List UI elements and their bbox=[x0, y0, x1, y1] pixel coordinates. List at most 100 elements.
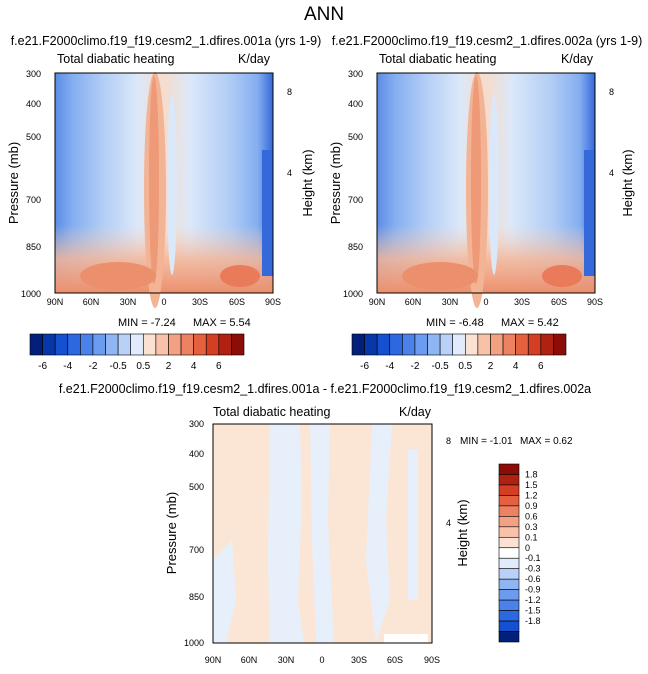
colorbar-label: -0.9 bbox=[525, 585, 541, 595]
colorbar-label: -6 bbox=[38, 361, 47, 372]
max-value: MAX = 5.42 bbox=[501, 317, 559, 329]
y-tick: 500 bbox=[26, 132, 41, 142]
max-value: MAX = 5.54 bbox=[193, 317, 251, 329]
colorbar-cell bbox=[180, 333, 194, 356]
y-axis-label-right: Height (km) bbox=[620, 149, 635, 216]
colorbar-label: -6 bbox=[360, 361, 369, 372]
colorbar-cell bbox=[351, 333, 365, 356]
colorbar-1: -6 -4 -2 -0.5 0.5 2 4 6 bbox=[29, 333, 245, 372]
y-tick: 850 bbox=[26, 242, 41, 252]
colorbar-label: 0.5 bbox=[458, 361, 472, 372]
colorbar-cell bbox=[414, 333, 428, 356]
colorbar-label: 6 bbox=[216, 361, 222, 372]
y-tick: 1000 bbox=[343, 289, 363, 299]
x-tick: 60N bbox=[241, 655, 258, 665]
y-tick: 300 bbox=[26, 69, 41, 79]
colorbar-label: -2 bbox=[410, 361, 419, 372]
colorbar-label: -4 bbox=[385, 361, 394, 372]
colorbar-cell bbox=[439, 333, 454, 356]
x-tick: 30N bbox=[278, 655, 295, 665]
y-ticks-left: 300 400 500 700 850 1000 bbox=[21, 69, 41, 299]
colorbar-label: 2 bbox=[166, 361, 172, 372]
y-axis-label: Pressure (mb) bbox=[164, 492, 179, 574]
y-right-tick: 4 bbox=[609, 168, 614, 178]
colorbar-cell bbox=[498, 557, 520, 570]
colorbar-label: -0.3 bbox=[525, 564, 541, 574]
colorbar-3: 1.81.51.20.90.60.30.10-0.1-0.3-0.6-0.9-1… bbox=[498, 463, 541, 643]
x-tick: 30S bbox=[192, 297, 208, 307]
x-tick: 30S bbox=[514, 297, 530, 307]
x-tick: 60S bbox=[387, 655, 403, 665]
y-right-tick: 8 bbox=[287, 87, 292, 97]
subtitle-left: Total diabatic heating bbox=[379, 52, 496, 66]
colorbar-cell bbox=[142, 333, 157, 356]
y-right-tick: 4 bbox=[287, 168, 292, 178]
colorbar-cell bbox=[502, 333, 516, 356]
colorbar-label: 0.3 bbox=[525, 522, 538, 532]
subtitle-right: K/day bbox=[238, 52, 271, 66]
subtitle-left: Total diabatic heating bbox=[213, 405, 330, 419]
colorbar-cell bbox=[490, 333, 504, 356]
colorbar-cell bbox=[498, 536, 520, 549]
colorbar-cell bbox=[498, 599, 520, 611]
colorbar-cell bbox=[105, 333, 119, 356]
colorbar-cell bbox=[477, 333, 491, 356]
y-right-tick: 8 bbox=[609, 87, 614, 97]
y-ticks-left: 300 400 500 700 850 1000 bbox=[184, 419, 204, 648]
colorbar-cell bbox=[498, 631, 520, 643]
colorbar-cell bbox=[80, 333, 94, 356]
colorbar-cell bbox=[231, 333, 245, 356]
colorbar-label: 1.8 bbox=[525, 469, 538, 479]
min-value: MIN = -6.48 bbox=[426, 317, 484, 329]
colorbar-cell bbox=[376, 333, 391, 356]
colorbar-cell bbox=[498, 526, 520, 538]
colorbar-label: -1.2 bbox=[525, 595, 541, 605]
plot-field bbox=[54, 72, 274, 308]
colorbar-label: 0.5 bbox=[136, 361, 150, 372]
colorbar-cell bbox=[168, 333, 182, 356]
y-tick: 300 bbox=[348, 69, 363, 79]
y-tick: 700 bbox=[189, 545, 204, 555]
colorbar-cell bbox=[29, 333, 43, 356]
colorbar-cell bbox=[205, 333, 220, 356]
panel-title: f.e21.F2000climo.f19_f19.cesm2_1.dfires.… bbox=[59, 382, 591, 396]
colorbar-cell bbox=[155, 333, 169, 356]
y-tick: 850 bbox=[189, 592, 204, 602]
panel-title: f.e21.F2000climo.f19_f19.cesm2_1.dfires.… bbox=[332, 34, 643, 48]
y-right-tick: 8 bbox=[446, 436, 451, 446]
min-value: MIN = -7.24 bbox=[118, 317, 176, 329]
y-axis-label-right: Height (km) bbox=[300, 149, 315, 216]
colorbar-cell bbox=[464, 333, 479, 356]
colorbar-cell bbox=[498, 474, 520, 486]
colorbar-label: 4 bbox=[513, 361, 519, 372]
x-tick: 90S bbox=[424, 655, 440, 665]
x-tick: 0 bbox=[319, 655, 324, 665]
colorbar-cell bbox=[498, 578, 520, 590]
colorbar-cell bbox=[498, 505, 520, 517]
y-axis-label-right: Height (km) bbox=[455, 499, 470, 566]
colorbar-cell bbox=[364, 333, 378, 356]
y-tick: 850 bbox=[348, 242, 363, 252]
colorbar-label: -1.5 bbox=[525, 606, 541, 616]
colorbar-cell bbox=[515, 333, 529, 356]
y-tick: 400 bbox=[348, 99, 363, 109]
colorbar-cell bbox=[498, 610, 520, 622]
x-tick: 30S bbox=[351, 655, 367, 665]
colorbar-label: -0.5 bbox=[432, 361, 450, 372]
colorbar-label: 1.5 bbox=[525, 480, 538, 490]
plot-field bbox=[376, 72, 596, 308]
colorbar-cell bbox=[427, 333, 441, 356]
y-tick: 700 bbox=[348, 195, 363, 205]
colorbar-cell bbox=[42, 333, 56, 356]
colorbar-cell bbox=[218, 333, 232, 356]
colorbar-cell bbox=[498, 495, 520, 507]
y-ticks-right: 8 4 bbox=[287, 87, 292, 178]
colorbar-cell bbox=[498, 516, 520, 528]
max-value: MAX = 0.62 bbox=[520, 436, 573, 447]
panel-1: f.e21.F2000climo.f19_f19.cesm2_1.dfires.… bbox=[6, 34, 321, 329]
colorbar-label: 6 bbox=[538, 361, 544, 372]
x-tick: 30N bbox=[442, 297, 459, 307]
colorbar-cell bbox=[553, 333, 567, 356]
colorbar-label: 4 bbox=[191, 361, 197, 372]
colorbar-cell bbox=[389, 333, 403, 356]
